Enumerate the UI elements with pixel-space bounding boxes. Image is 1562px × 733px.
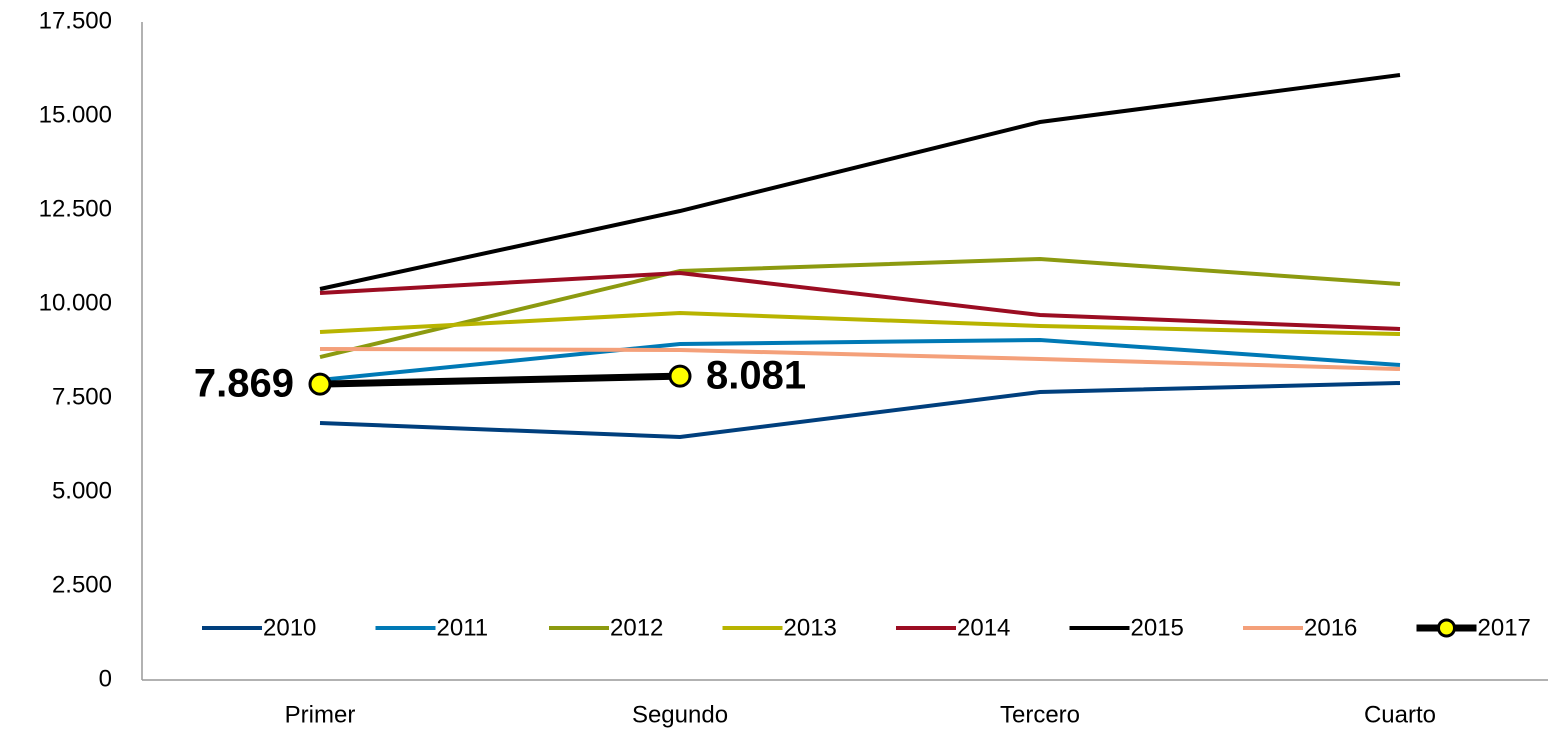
y-tick-label: 2.500 [52,571,112,598]
legend-label: 2014 [957,614,1010,641]
y-tick-label: 7.500 [52,383,112,410]
series-line [319,372,681,388]
y-tick-label: 17.500 [39,7,112,34]
legend-label: 2013 [784,614,837,641]
x-tick-label: Tercero [1000,701,1080,728]
legend-marker [1437,618,1456,638]
legend-label: 2012 [610,614,663,641]
y-tick-label: 15.000 [39,101,112,128]
series-line [319,271,1401,332]
series-line [319,347,1401,372]
data-label: 8.081 [706,354,806,398]
point-marker [668,364,692,388]
legend-label: 2016 [1304,614,1357,641]
y-tick-label: 12.500 [39,195,112,222]
legend-label: 2010 [263,614,316,641]
series-line [319,256,1401,359]
x-tick-label: Primer [285,701,356,728]
y-tick-label: 0 [99,665,112,692]
legend-label: 2011 [437,614,489,641]
series-line [319,310,1401,337]
series-line [319,73,1401,291]
series-line [319,337,1401,382]
y-tick-label: 10.000 [39,289,112,316]
y-tick-label: 5.000 [52,477,112,504]
series-line [319,380,1401,439]
x-tick-label: Segundo [632,701,728,728]
data-label: 7.869 [194,362,294,406]
legend-label: 2017 [1478,614,1531,641]
legend-label: 2015 [1131,614,1184,641]
point-marker [308,372,332,396]
x-tick-label: Cuarto [1364,701,1436,728]
